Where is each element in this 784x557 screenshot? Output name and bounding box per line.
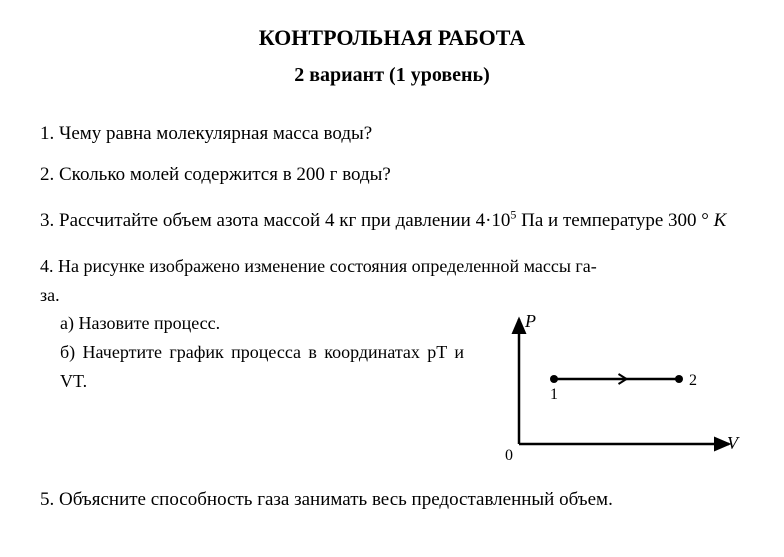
page-title: КОНТРОЛЬНАЯ РАБОТА: [40, 20, 744, 55]
q4-subpart-a: а) Назовите процесс.: [60, 309, 464, 338]
svg-text:1: 1: [550, 386, 558, 403]
q3-k: K: [714, 210, 727, 231]
svg-text:2: 2: [689, 372, 697, 389]
pv-graph: P V 0 1 2: [484, 309, 744, 479]
q4-subpart-b: б) Начертите график процесса в координат…: [60, 338, 464, 396]
q4-intro-line2: за.: [40, 281, 744, 310]
question-4: 4. На рисунке изображено изменение состо…: [40, 252, 744, 480]
svg-text:0: 0: [505, 447, 513, 464]
svg-text:V: V: [727, 433, 740, 453]
q3-text-b: Па и температуре 300 °: [521, 210, 713, 231]
question-2: 2. Сколько молей содержится в 200 г воды…: [40, 160, 744, 190]
question-3: 3. Рассчитайте объем азота массой 4 кг п…: [40, 200, 744, 242]
page-subtitle: 2 вариант (1 уровень): [40, 59, 744, 91]
question-5: 5. Объясните способность газа занимать в…: [40, 485, 744, 515]
q3-text-a: 3. Рассчитайте объем азота массой 4 кг п…: [40, 210, 476, 231]
q3-formula-exp: 5: [510, 208, 516, 222]
q3-formula-base: 4·10: [476, 210, 511, 231]
question-1: 1. Чему равна молекулярная масса воды?: [40, 119, 744, 149]
svg-text:P: P: [524, 311, 536, 331]
q4-intro-line1: 4. На рисунке изображено изменение состо…: [40, 252, 744, 281]
